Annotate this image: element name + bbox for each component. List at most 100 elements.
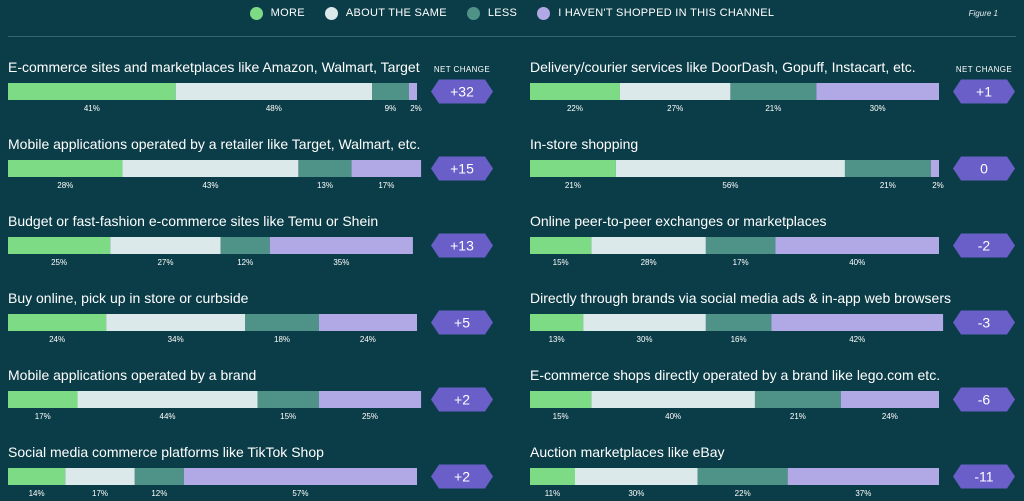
- net-change-value: +15: [450, 161, 474, 177]
- percent-label-more: 14%: [29, 489, 45, 498]
- bar-segment-same: [619, 83, 731, 100]
- bar-segment-never: [816, 83, 939, 100]
- net-change-badge: [431, 387, 493, 412]
- net-change-value: -11: [974, 469, 993, 485]
- percent-label-more: 11%: [545, 489, 560, 498]
- net-change-badge: [953, 156, 1015, 181]
- percent-label-less: 12%: [237, 258, 253, 267]
- percent-label-same: 56%: [722, 181, 738, 190]
- percent-label-more: 13%: [549, 335, 565, 344]
- legend-swatch-more: [249, 6, 263, 20]
- net-change-value: +2: [454, 392, 470, 408]
- bar-segment-more: [8, 237, 111, 254]
- percent-label-less: 22%: [735, 489, 751, 498]
- percent-label-same: 48%: [266, 104, 282, 113]
- percent-label-same: 27%: [157, 258, 173, 267]
- chart-row: Budget or fast-fashion e-commerce sites …: [8, 213, 493, 267]
- net-change-value: -2: [978, 238, 991, 254]
- divider: [8, 36, 1016, 37]
- legend-item-more: MORE: [249, 6, 305, 20]
- bar-segment-more: [8, 314, 107, 331]
- percent-label-less: 9%: [385, 104, 397, 113]
- percent-label-same: 43%: [202, 181, 218, 190]
- net-change-badge: [431, 79, 493, 104]
- bar-segment-same: [591, 237, 706, 254]
- net-change-badge: [953, 79, 1015, 104]
- net-change-value: +32: [450, 84, 474, 100]
- net-change-value: -3: [978, 315, 991, 331]
- percent-label-never: 35%: [333, 258, 349, 267]
- percent-label-same: 34%: [168, 335, 184, 344]
- percent-label-less: 15%: [280, 412, 296, 421]
- chart-row: Online peer-to-peer exchanges or marketp…: [530, 213, 1015, 267]
- bar-segment-more: [530, 468, 575, 485]
- percent-label-less: 21%: [880, 181, 896, 190]
- legend-item-same: ABOUT THE SAME: [324, 6, 447, 20]
- bar-segment-never: [787, 468, 939, 485]
- percent-label-same: 17%: [92, 489, 108, 498]
- percent-label-more: 28%: [57, 181, 73, 190]
- percent-label-more: 24%: [49, 335, 65, 344]
- percent-label-less: 12%: [151, 489, 167, 498]
- chart-row: Buy online, pick up in store or curbside…: [8, 290, 493, 344]
- percent-label-same: 40%: [665, 412, 681, 421]
- net-change-badge: [431, 464, 493, 489]
- net-change-value: +13: [450, 238, 474, 254]
- percent-label-never: 2%: [932, 181, 944, 190]
- row-title: Mobile applications operated by a retail…: [8, 136, 420, 152]
- bar-segment-never: [318, 391, 422, 408]
- net-change-badge: [953, 464, 1015, 489]
- bar-segment-less: [372, 83, 409, 100]
- row-title: Online peer-to-peer exchanges or marketp…: [530, 213, 827, 229]
- row-title: E-commerce shops directly operated by a …: [530, 367, 940, 383]
- bar-segment-less: [220, 237, 270, 254]
- bar-segment-less: [298, 160, 352, 177]
- percent-label-more: 25%: [51, 258, 67, 267]
- net-change-header: NET CHANGE: [434, 65, 490, 74]
- bar-segment-never: [351, 160, 422, 177]
- legend-swatch-never: [537, 6, 551, 20]
- bar-segment-never: [318, 314, 417, 331]
- chart-row: E-commerce shops directly operated by a …: [530, 367, 1015, 421]
- bar-segment-less: [134, 468, 184, 485]
- legend-label-never: I HAVEN'T SHOPPED IN THIS CHANNEL: [558, 7, 775, 19]
- legend-item-never: I HAVEN'T SHOPPED IN THIS CHANNEL: [537, 6, 775, 20]
- row-title: E-commerce sites and marketplaces like A…: [8, 59, 420, 75]
- percent-label-same: 30%: [628, 489, 644, 498]
- legend-label-same: ABOUT THE SAME: [345, 7, 447, 19]
- legend-swatch-same: [324, 6, 338, 20]
- bar-segment-same: [591, 391, 755, 408]
- net-change-value: +5: [454, 315, 470, 331]
- row-title: Budget or fast-fashion e-commerce sites …: [8, 213, 378, 229]
- bar-segment-never: [930, 160, 939, 177]
- percent-label-more: 21%: [565, 181, 581, 190]
- bar-segment-never: [183, 468, 417, 485]
- chart-row: Mobile applications operated by a retail…: [8, 136, 493, 190]
- percent-label-more: 15%: [553, 412, 569, 421]
- bar-segment-never: [771, 314, 944, 331]
- percent-label-more: 22%: [567, 104, 583, 113]
- bar-segment-more: [530, 83, 620, 100]
- legend-label-less: LESS: [487, 7, 518, 19]
- bar-segment-same: [65, 468, 135, 485]
- percent-label-less: 21%: [765, 104, 781, 113]
- figure-label: Figure 1: [968, 9, 998, 18]
- chart-row: Mobile applications operated by a brand 1…: [8, 367, 493, 421]
- bar-segment-more: [8, 83, 176, 100]
- bar-segment-less: [754, 391, 841, 408]
- chart-row: E-commerce sites and marketplaces like A…: [8, 59, 493, 113]
- row-title: Directly through brands via social media…: [530, 290, 951, 306]
- percent-label-less: 16%: [731, 335, 747, 344]
- bar-segment-more: [530, 160, 616, 177]
- row-title: Social media commerce platforms like Tik…: [8, 444, 324, 460]
- percent-label-never: 40%: [849, 258, 865, 267]
- percent-label-same: 27%: [667, 104, 683, 113]
- chart-row: In-store shopping 21% 56% 21% 2% 0: [530, 136, 1015, 190]
- net-change-value: 0: [980, 161, 988, 177]
- percent-label-less: 17%: [733, 258, 749, 267]
- percent-label-never: 25%: [362, 412, 378, 421]
- percent-label-same: 28%: [641, 258, 657, 267]
- row-title: Auction marketplaces like eBay: [530, 444, 725, 460]
- percent-label-less: 18%: [274, 335, 290, 344]
